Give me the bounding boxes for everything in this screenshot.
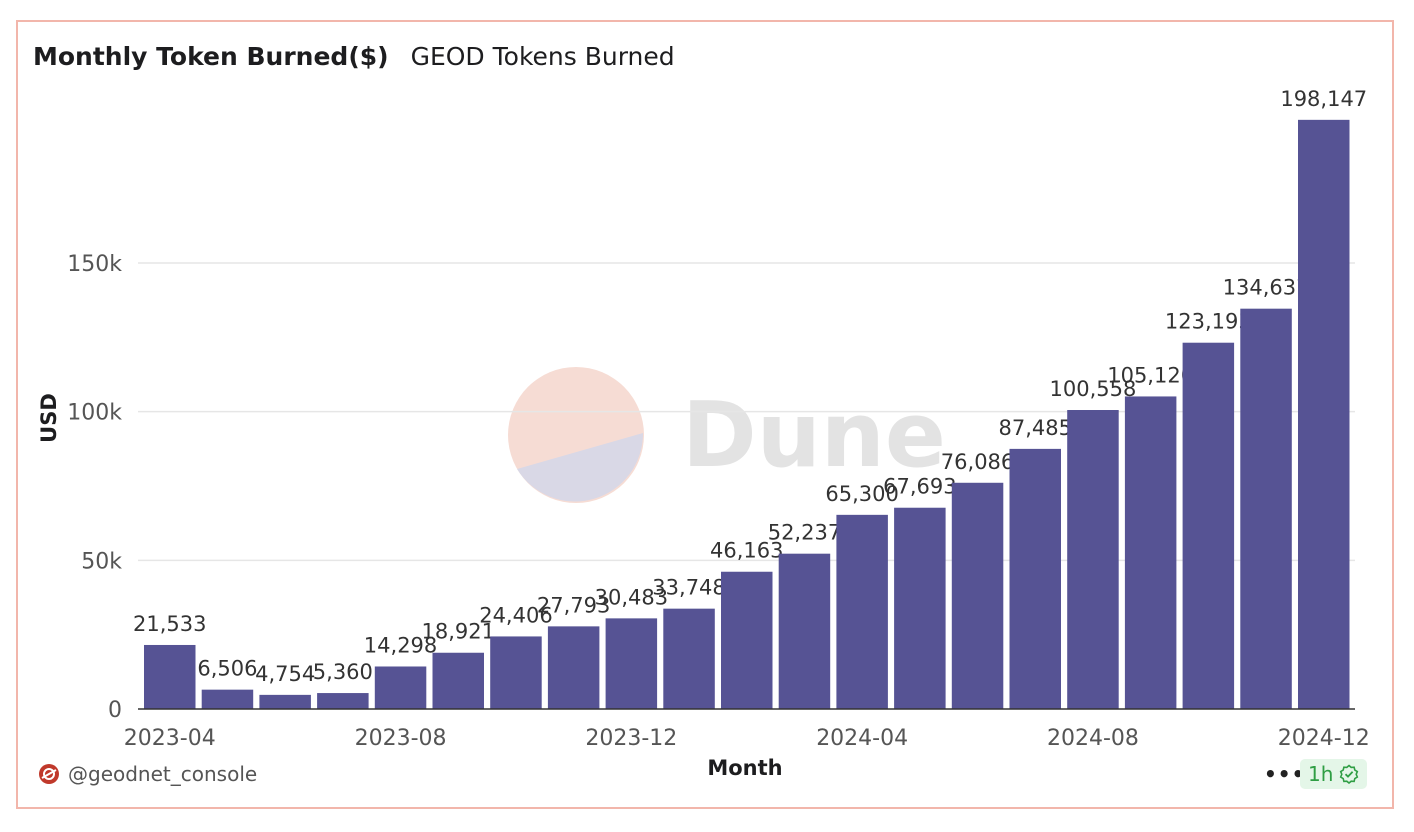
bar [259, 694, 311, 709]
bar-data-label: 24,406 [479, 603, 552, 627]
bar [490, 636, 542, 709]
chart-title: Monthly Token Burned($) [33, 42, 389, 71]
x-tick-label: 2023-04 [124, 726, 216, 751]
dune-watermark-text: Dune [682, 383, 946, 488]
x-tick-label: 2023-08 [355, 726, 447, 751]
bar-data-label: 33,748 [652, 576, 725, 600]
chart-subtitle: GEOD Tokens Burned [410, 42, 675, 71]
x-tick-label: 2024-08 [1047, 726, 1139, 751]
bar-data-label: 198,147 [1280, 87, 1367, 111]
x-tick-label: 2024-04 [816, 726, 908, 751]
bar [374, 666, 427, 709]
bar [778, 553, 831, 709]
refresh-badge[interactable]: 1h [1300, 759, 1368, 789]
bar-data-label: 105,120 [1107, 363, 1194, 387]
bar [1067, 410, 1119, 709]
refresh-interval: 1h [1308, 762, 1334, 786]
bar [1298, 119, 1350, 710]
y-axis-title: USD [37, 393, 61, 443]
bar [1124, 396, 1177, 709]
bar-data-label: 76,086 [941, 450, 1014, 474]
x-tick-label: 2024-12 [1278, 726, 1370, 751]
bar-data-label: 100,558 [1050, 377, 1137, 401]
bar-data-label: 14,298 [364, 633, 437, 657]
bar [836, 514, 888, 709]
more-options-icon[interactable]: ••• [1264, 762, 1306, 786]
x-tick-label: 2023-12 [585, 726, 677, 751]
bar-data-label: 21,533 [133, 612, 206, 636]
author-link[interactable]: @geodnet_console [38, 762, 257, 786]
chart-header: Monthly Token Burned($) GEOD Tokens Burn… [33, 42, 675, 71]
bar [721, 571, 773, 709]
x-axis-title: Month [707, 756, 782, 780]
bar-data-label: 134,637 [1223, 276, 1310, 300]
bar-data-label: 18,921 [422, 620, 495, 644]
bar [547, 626, 600, 709]
bar-data-label: 67,693 [883, 475, 956, 499]
bar-data-label: 27,793 [537, 593, 610, 617]
bar [432, 652, 484, 709]
bar [894, 507, 946, 709]
bar [951, 482, 1004, 709]
bar [201, 689, 254, 709]
dune-logo-lower-half [517, 433, 644, 502]
bar-data-label: 46,163 [710, 539, 783, 563]
bar-data-label: 65,300 [825, 482, 898, 506]
bar-data-label: 6,506 [197, 657, 257, 681]
bar [1240, 308, 1292, 709]
y-tick-label: 150k [67, 252, 122, 277]
bar-data-label: 5,360 [313, 660, 373, 684]
bar [1009, 448, 1061, 709]
y-tick-label: 50k [81, 549, 122, 574]
bar-data-label: 4,754 [255, 662, 315, 686]
y-tick-label: 100k [67, 401, 122, 426]
bar [1182, 342, 1235, 709]
bar [144, 644, 196, 709]
author-handle: @geodnet_console [68, 762, 258, 786]
bar-data-label: 52,237 [768, 521, 841, 545]
bar-data-label: 123,193 [1165, 310, 1252, 334]
bar [317, 693, 369, 709]
bar [663, 608, 715, 709]
dune-watermark: Dune [508, 367, 946, 503]
y-tick-label: 0 [108, 698, 122, 723]
geodnet-logo-icon [39, 764, 59, 784]
bar-data-label: 30,483 [595, 585, 668, 609]
bar [605, 618, 658, 709]
bar-data-label: 87,485 [999, 416, 1072, 440]
check-circle-icon [1340, 764, 1359, 784]
